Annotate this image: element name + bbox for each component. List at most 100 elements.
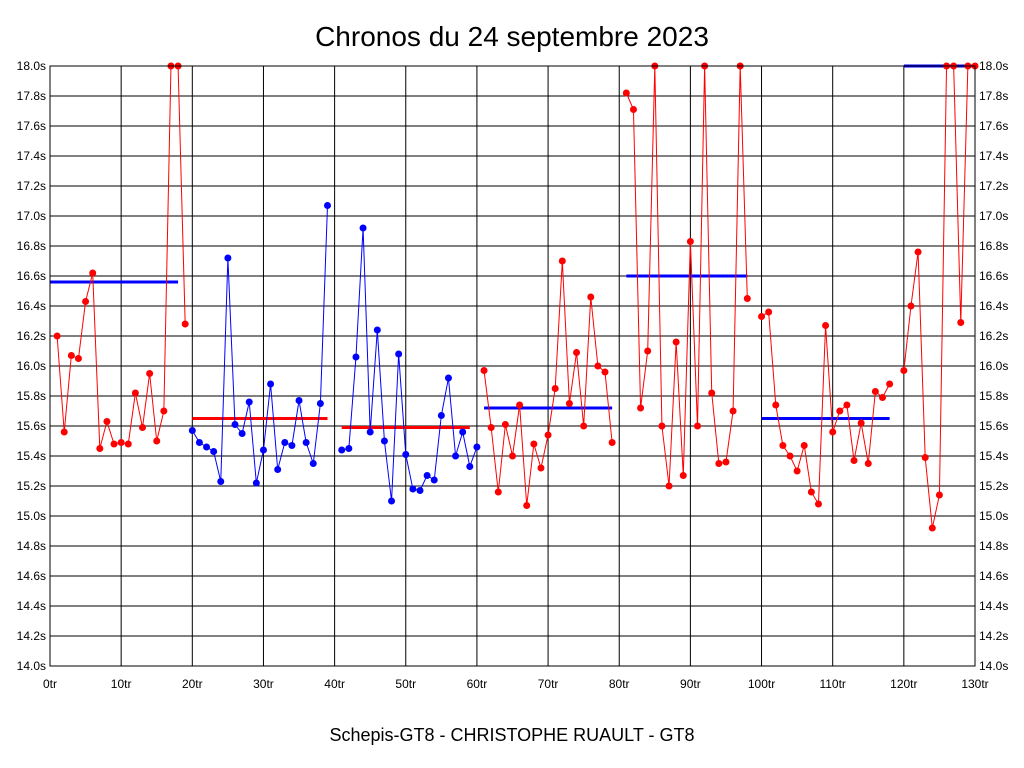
y-tick-label-left: 18.0s bbox=[17, 59, 46, 73]
data-point bbox=[195, 439, 203, 446]
y-tick-label-right: 18.0s bbox=[979, 59, 1008, 73]
y-tick-label-right: 16.0s bbox=[979, 359, 1008, 373]
data-point bbox=[779, 442, 787, 449]
data-point bbox=[103, 418, 111, 425]
x-tick-label: 80tr bbox=[609, 677, 630, 691]
data-point bbox=[402, 451, 410, 458]
data-point bbox=[537, 464, 545, 472]
data-point bbox=[302, 439, 310, 446]
data-point bbox=[352, 353, 360, 361]
data-point bbox=[131, 389, 139, 397]
data-point bbox=[316, 400, 324, 407]
data-point bbox=[231, 421, 239, 428]
data-point bbox=[694, 422, 701, 430]
data-point bbox=[53, 332, 61, 340]
series-line bbox=[625, 65, 748, 487]
data-point bbox=[622, 89, 630, 97]
data-point bbox=[160, 407, 168, 415]
data-point bbox=[551, 385, 559, 392]
chart-footer: Schepis-GT8 - CHRISTOPHE RUAULT - GT8 bbox=[329, 725, 694, 745]
data-point bbox=[765, 308, 773, 316]
y-tick-label-left: 14.0s bbox=[17, 659, 46, 673]
y-tick-label-left: 14.2s bbox=[17, 629, 46, 643]
y-tick-label-left: 15.8s bbox=[17, 389, 46, 403]
data-point bbox=[928, 524, 936, 532]
x-tick-label: 70tr bbox=[538, 677, 559, 691]
y-tick-label-right: 14.2s bbox=[979, 629, 1008, 643]
y-tick-label-left: 15.6s bbox=[17, 419, 46, 433]
data-point bbox=[388, 497, 396, 505]
data-point bbox=[345, 445, 353, 452]
data-point bbox=[373, 326, 381, 334]
x-tick-label: 0tr bbox=[43, 677, 57, 691]
data-point bbox=[665, 482, 673, 490]
y-tick-label-right: 15.6s bbox=[979, 419, 1008, 433]
data-point bbox=[203, 443, 211, 451]
data-point bbox=[309, 460, 317, 467]
y-tick-label-right: 17.8s bbox=[979, 89, 1008, 103]
data-point bbox=[146, 370, 154, 377]
data-point bbox=[82, 298, 90, 305]
y-tick-label-left: 14.8s bbox=[17, 539, 46, 553]
chart-title: Chronos du 24 septembre 2023 bbox=[315, 21, 709, 52]
data-point bbox=[117, 439, 125, 446]
data-point bbox=[544, 431, 552, 439]
data-point bbox=[708, 389, 716, 397]
data-point bbox=[259, 446, 267, 454]
data-point bbox=[900, 367, 908, 374]
data-point bbox=[181, 320, 189, 328]
y-tick-label-right: 16.4s bbox=[979, 299, 1008, 313]
data-point bbox=[409, 485, 417, 493]
data-point bbox=[274, 466, 282, 473]
data-point bbox=[957, 319, 965, 326]
data-point bbox=[210, 448, 218, 455]
y-tick-label-right: 16.8s bbox=[979, 239, 1008, 253]
y-tick-label-left: 15.0s bbox=[17, 509, 46, 523]
data-point bbox=[850, 457, 858, 464]
data-point bbox=[89, 269, 97, 277]
y-tick-label-right: 17.2s bbox=[979, 179, 1008, 193]
data-point bbox=[879, 394, 886, 401]
y-tick-label-left: 16.8s bbox=[17, 239, 46, 253]
x-tick-label: 20tr bbox=[182, 677, 203, 691]
series-line bbox=[341, 227, 478, 502]
data-point bbox=[338, 446, 346, 454]
y-tick-label-right: 17.4s bbox=[979, 149, 1008, 163]
data-point bbox=[822, 322, 830, 329]
data-point bbox=[487, 424, 495, 431]
data-point bbox=[658, 422, 666, 430]
data-point bbox=[509, 452, 516, 460]
data-point bbox=[188, 427, 196, 434]
x-tick-label: 90tr bbox=[680, 677, 701, 691]
data-point bbox=[124, 440, 132, 448]
data-point bbox=[288, 442, 296, 449]
data-point bbox=[466, 463, 474, 470]
data-point bbox=[686, 238, 694, 245]
data-point bbox=[252, 479, 260, 487]
y-axis-left-labels: 14.0s 14.2s 14.4s 14.6s 14.8s 15.0s 15.2s 15.4s… bbox=[17, 59, 46, 673]
data-point bbox=[679, 472, 687, 479]
y-tick-label-right: 16.2s bbox=[979, 329, 1008, 343]
y-tick-label-left: 17.0s bbox=[17, 209, 46, 223]
data-point bbox=[935, 491, 943, 499]
y-tick-label-right: 15.2s bbox=[979, 479, 1008, 493]
data-point bbox=[281, 439, 289, 446]
x-tick-label: 110tr bbox=[819, 677, 845, 691]
x-tick-label: 40tr bbox=[324, 677, 345, 691]
data-point bbox=[871, 388, 879, 395]
data-point bbox=[644, 347, 652, 355]
y-axis-right-labels: 14.0s 14.2s 14.4s 14.6s 14.8s 15.0s 15.2s 15.4s… bbox=[979, 59, 1008, 673]
data-point bbox=[629, 106, 637, 113]
y-tick-label-right: 14.0s bbox=[979, 659, 1008, 673]
y-tick-label-right: 17.6s bbox=[979, 119, 1008, 133]
y-tick-label-left: 17.4s bbox=[17, 149, 46, 163]
y-tick-label-left: 16.6s bbox=[17, 269, 46, 283]
data-point bbox=[601, 368, 609, 376]
data-point bbox=[501, 421, 509, 428]
data-point bbox=[380, 437, 388, 445]
y-tick-label-left: 14.6s bbox=[17, 569, 46, 583]
data-point bbox=[494, 488, 502, 496]
data-point bbox=[793, 467, 801, 475]
data-point bbox=[722, 458, 730, 466]
